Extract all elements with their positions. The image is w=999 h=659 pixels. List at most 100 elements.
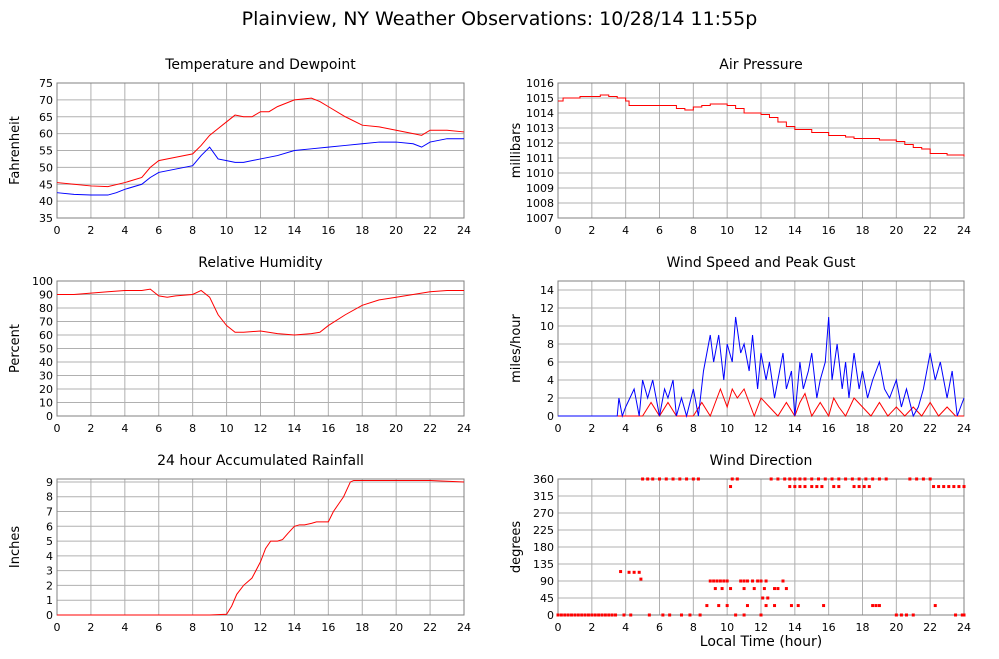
data-point xyxy=(781,579,785,583)
data-point xyxy=(641,477,645,481)
data-point xyxy=(739,579,743,583)
x-tick-label: 14 xyxy=(287,422,301,435)
y-tick-label: 1007 xyxy=(526,212,554,225)
plot-frame xyxy=(56,82,465,219)
data-point xyxy=(884,477,888,481)
data-point xyxy=(904,613,908,617)
data-point xyxy=(761,596,765,600)
y-tick-label: 90 xyxy=(39,289,53,302)
x-tick-label: 4 xyxy=(622,224,629,237)
data-point xyxy=(830,477,834,481)
y-tick-label: 6 xyxy=(547,356,554,369)
y-tick-label: 2 xyxy=(547,392,554,405)
x-tick-label: 2 xyxy=(588,224,595,237)
y-tick-label: 80 xyxy=(39,302,53,315)
x-tick-label: 22 xyxy=(923,621,937,634)
page-title: Plainview, NY Weather Observations: 10/2… xyxy=(241,8,758,30)
y-tick-label: 55 xyxy=(39,145,53,158)
x-tick-label: 6 xyxy=(155,422,162,435)
data-point xyxy=(793,485,797,489)
data-point xyxy=(942,485,946,489)
data-point xyxy=(850,477,854,481)
data-point xyxy=(725,604,729,608)
x-tick-label: 20 xyxy=(389,422,403,435)
x-tick-label: 22 xyxy=(423,224,437,237)
data-point xyxy=(933,604,937,608)
chart-title: Temperature and Dewpoint xyxy=(164,57,356,73)
y-tick-label: 10 xyxy=(39,397,53,410)
data-point xyxy=(639,577,643,581)
y-tick-label: 4 xyxy=(547,374,554,387)
x-tick-label: 18 xyxy=(856,422,870,435)
data-point xyxy=(745,579,749,583)
data-point xyxy=(822,604,826,608)
x-tick-label: 0 xyxy=(54,422,61,435)
data-point xyxy=(784,587,788,591)
data-point xyxy=(679,613,683,617)
x-tick-label: 20 xyxy=(889,621,903,634)
x-tick-label: 12 xyxy=(254,224,268,237)
data-point xyxy=(798,485,802,489)
data-point xyxy=(921,477,925,481)
data-point xyxy=(729,485,733,489)
series-line-red xyxy=(558,94,965,157)
y-tick-label: 50 xyxy=(39,161,53,174)
data-point xyxy=(742,613,746,617)
chart-title: Air Pressure xyxy=(719,57,802,73)
x-tick-label: 2 xyxy=(87,621,94,634)
y-tick-label: 65 xyxy=(39,111,53,124)
data-point xyxy=(664,477,668,481)
data-point xyxy=(603,613,607,617)
data-point xyxy=(776,477,780,481)
series-line-blue xyxy=(558,316,965,418)
data-point xyxy=(756,579,760,583)
y-tick-label: 0 xyxy=(547,609,554,622)
data-point xyxy=(789,604,793,608)
data-point xyxy=(646,477,650,481)
y-tick-label: 1 xyxy=(46,594,53,607)
data-point xyxy=(908,477,912,481)
y-tick-label: 0 xyxy=(547,410,554,423)
data-point xyxy=(607,613,611,617)
data-point xyxy=(745,604,749,608)
data-point xyxy=(776,587,780,591)
y-tick-label: 40 xyxy=(39,195,53,208)
x-tick-label: 4 xyxy=(622,621,629,634)
x-tick-label: 22 xyxy=(923,422,937,435)
data-point xyxy=(705,604,709,608)
x-tick-label: 14 xyxy=(287,621,301,634)
y-tick-label: 70 xyxy=(39,316,53,329)
x-tick-label: 6 xyxy=(656,224,663,237)
data-point xyxy=(712,579,716,583)
y-tick-label: 45 xyxy=(39,178,53,191)
data-point xyxy=(688,613,692,617)
chart-title: Wind Speed and Peak Gust xyxy=(667,255,856,271)
y-tick-label: 1016 xyxy=(526,77,554,90)
x-tick-label: 10 xyxy=(720,422,734,435)
data-point xyxy=(725,579,729,583)
data-point xyxy=(937,485,941,489)
x-tick-label: 16 xyxy=(822,422,836,435)
data-point xyxy=(729,587,733,591)
data-point xyxy=(658,477,661,481)
x-tick-label: 24 xyxy=(957,422,971,435)
data-point xyxy=(573,613,577,617)
data-point xyxy=(751,579,755,583)
x-tick-label: 2 xyxy=(87,224,94,237)
y-tick-label: 6 xyxy=(46,520,53,533)
y-tick-label: 1008 xyxy=(526,197,554,210)
data-point xyxy=(947,485,951,489)
data-point xyxy=(632,570,636,574)
y-axis-label: Inches xyxy=(8,526,23,568)
data-point xyxy=(817,477,821,481)
data-point xyxy=(871,604,875,608)
y-tick-label: 60 xyxy=(39,128,53,141)
y-tick-label: 9 xyxy=(46,476,53,489)
data-point xyxy=(764,579,768,583)
x-tick-label: 4 xyxy=(121,621,128,634)
x-tick-label: 6 xyxy=(155,224,162,237)
data-point xyxy=(954,613,958,617)
x-tick-label: 10 xyxy=(220,422,234,435)
data-point xyxy=(610,613,614,617)
